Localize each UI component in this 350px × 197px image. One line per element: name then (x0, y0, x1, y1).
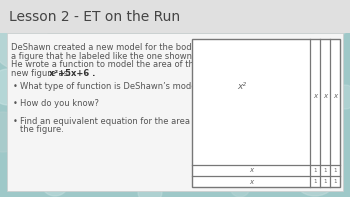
Text: DeShawn created a new model for the body of: DeShawn created a new model for the body… (11, 43, 207, 52)
Circle shape (41, 168, 69, 196)
Text: x: x (323, 93, 327, 99)
Circle shape (230, 177, 250, 197)
Circle shape (0, 14, 48, 70)
Bar (192, 39, 340, 187)
Circle shape (291, 148, 339, 196)
Text: new figure as:: new figure as: (11, 69, 74, 77)
Circle shape (0, 112, 23, 152)
Text: the figure.: the figure. (20, 125, 64, 134)
Text: How do you know?: How do you know? (20, 99, 99, 108)
Text: •: • (13, 99, 18, 108)
Text: x: x (333, 93, 337, 99)
Text: 1: 1 (323, 179, 327, 184)
Circle shape (0, 69, 26, 105)
Text: Find an equivalent equation for the area of: Find an equivalent equation for the area… (20, 116, 201, 125)
Text: 1: 1 (313, 179, 317, 184)
Text: x²+5x+6 .: x²+5x+6 . (49, 69, 95, 77)
Text: 1: 1 (333, 168, 337, 173)
Circle shape (138, 180, 162, 197)
Text: Lesson 2 - ET on the Run: Lesson 2 - ET on the Run (9, 9, 180, 23)
Text: •: • (13, 82, 18, 90)
Bar (7, 33, 343, 191)
Text: What type of function is DeShawn’s model?: What type of function is DeShawn’s model… (20, 82, 203, 90)
Text: x: x (249, 167, 253, 174)
Circle shape (308, 0, 350, 39)
Text: •: • (13, 116, 18, 125)
Circle shape (262, 0, 298, 25)
Text: He wrote a function to model the area of the: He wrote a function to model the area of… (11, 60, 199, 69)
Text: a figure that he labeled like the one shown.: a figure that he labeled like the one sh… (11, 51, 195, 60)
Text: x²: x² (237, 82, 246, 91)
Text: x: x (313, 93, 317, 99)
Circle shape (87, 0, 113, 25)
Text: 1: 1 (323, 168, 327, 173)
Circle shape (159, 0, 191, 23)
Text: 1: 1 (313, 168, 317, 173)
Text: 1: 1 (333, 179, 337, 184)
Circle shape (333, 85, 350, 109)
Bar (0, 0, 350, 33)
Text: x: x (249, 178, 253, 185)
